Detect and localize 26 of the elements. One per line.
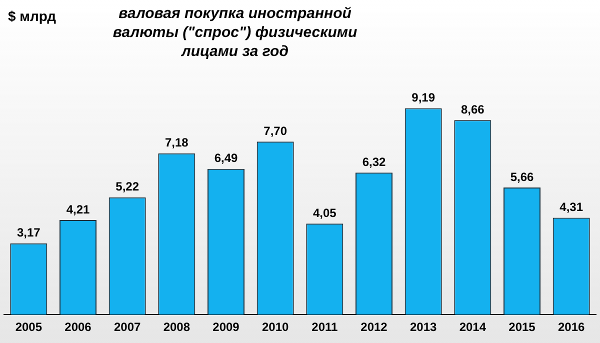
data-label: 8,66 (460, 102, 485, 116)
x-tick-label: 2006 (64, 320, 92, 334)
data-label: 4,21 (66, 202, 90, 216)
data-label: 9,19 (412, 90, 436, 105)
data-label: 6,49 (214, 151, 238, 166)
text: $ млрд (8, 8, 56, 24)
x-tick-label: 2007 (114, 320, 142, 334)
data-label: 7,70 (264, 124, 288, 138)
data-label: 6,32 (362, 154, 386, 169)
x-tick-label: 2014 (459, 320, 486, 334)
x-tick-label: 2008 (163, 320, 190, 334)
data-label: 4,31 (560, 200, 584, 214)
x-tick-label: 2011 (312, 320, 338, 334)
x-tick-label: 2013 (410, 320, 438, 334)
chart-title: валовая покупка иностранной валюты ("спрос") физическими лицами за год (112, 4, 358, 61)
x-tick-label: 2016 (558, 320, 586, 334)
x-tick-label: 2015 (508, 320, 536, 334)
data-label: 4,05 (312, 206, 337, 220)
data-label: 7,18 (164, 136, 189, 150)
x-tick-label: 2009 (212, 320, 240, 334)
x-tick-label: 2005 (15, 320, 42, 334)
x-tick-label: 2012 (360, 320, 388, 334)
data-label: 5,22 (116, 180, 140, 194)
x-tick-label: 2010 (262, 320, 290, 334)
data-label: 5,66 (510, 170, 534, 184)
data-label: 3,17 (16, 226, 41, 240)
